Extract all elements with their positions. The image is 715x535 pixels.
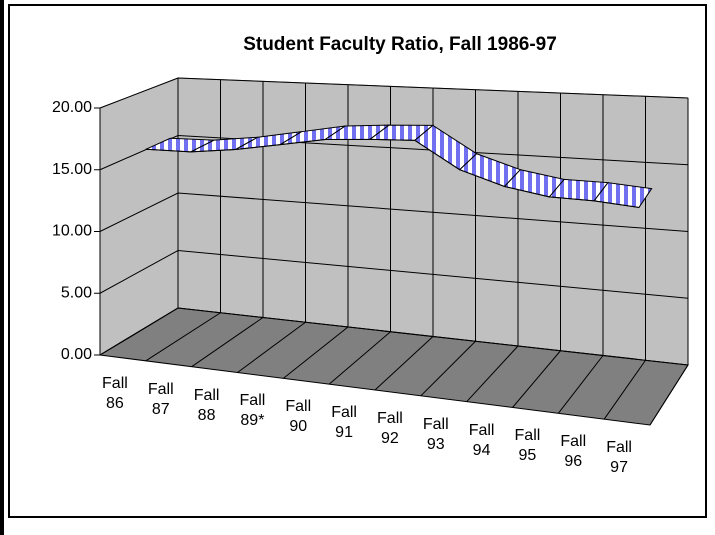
grid-line — [99, 77, 689, 109]
floor-divider — [466, 345, 519, 403]
grid-line — [99, 134, 689, 171]
y-tick-label: 5.00 — [61, 284, 92, 301]
x-tick-label: Fall 89* — [239, 392, 266, 430]
x-tick-label: Fall 86 — [102, 374, 128, 412]
x-tick-label: Fall 95 — [514, 427, 541, 465]
y-tick-label: 20.00 — [52, 99, 92, 116]
x-tick-label: Fall 88 — [193, 386, 220, 424]
grid-line — [99, 192, 689, 232]
left-bar — [0, 0, 4, 535]
side-wall — [99, 77, 179, 356]
grid-line — [99, 249, 689, 299]
y-tick-label: 10.00 — [52, 223, 92, 240]
floor-divider — [283, 326, 349, 379]
x-tick-label: Fall 93 — [422, 415, 449, 453]
y-tick-label: 15.00 — [52, 161, 92, 178]
x-tick-label: Fall 92 — [377, 409, 403, 447]
floor-divider — [145, 312, 221, 362]
floor-divider — [191, 317, 264, 368]
floor-divider — [649, 364, 689, 426]
x-tick-label: Fall 97 — [606, 439, 632, 477]
x-tick-label: Fall 94 — [468, 421, 495, 459]
floor-divider — [328, 331, 391, 385]
floor-divider — [420, 340, 476, 397]
floor-divider — [237, 321, 306, 373]
x-tick-label: Fall 90 — [285, 398, 312, 436]
floor-divider — [557, 355, 604, 414]
x-tick-label: Fall 91 — [331, 404, 357, 442]
floor-divider — [374, 336, 434, 391]
floor-divider — [603, 359, 646, 420]
grid-line — [99, 307, 689, 366]
ribbon-edge — [145, 138, 640, 208]
chart-title: Student Faculty Ratio, Fall 1986-97 — [243, 34, 557, 55]
x-tick-label: Fall 87 — [147, 380, 174, 418]
x-tick-label: Fall 96 — [560, 433, 587, 471]
floor-divider — [512, 350, 561, 408]
y-tick-label: 0.00 — [61, 346, 92, 363]
